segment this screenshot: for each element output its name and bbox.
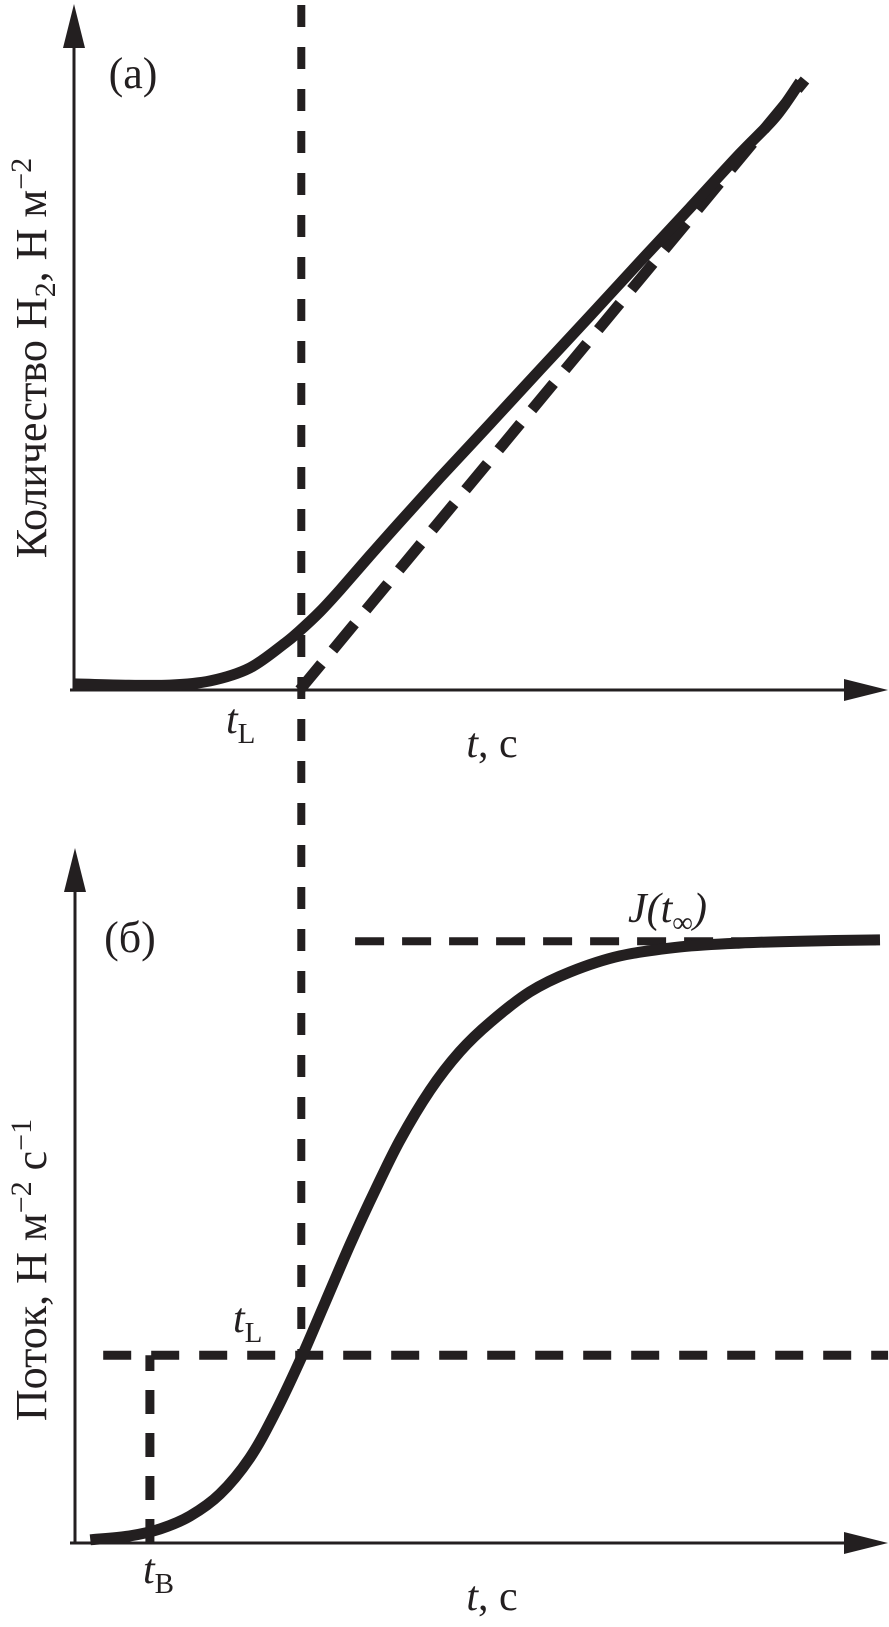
panel-a-tag: (а): [109, 49, 158, 98]
panel-a-x-axis-label: t, с: [466, 721, 517, 767]
panel-a-asymptote-dashed: [295, 76, 810, 694]
panel-a-y-axis-arrow: [63, 4, 85, 48]
panel-b-x-axis-label: t, с: [466, 1574, 517, 1620]
panel-a-y-axis-label: Количество H2, Н м−2: [5, 158, 62, 558]
panel-b: (б) Поток, Н м−2 с−1 t, с J(t∞) tL tB: [5, 848, 889, 1620]
panel-b-x-axis-arrow: [844, 1532, 888, 1554]
panel-b-tl-label: tL: [233, 1296, 262, 1349]
panel-b-jinf-label: J(t∞): [628, 886, 707, 939]
panel-a-amount-curve: [73, 78, 805, 691]
panel-a: (а) Количество H2, Н м−2 t, с tL: [5, 4, 888, 767]
panel-b-y-axis-arrow: [64, 848, 86, 892]
panel-a-tl-label: tL: [226, 697, 255, 750]
panel-a-x-axis-arrow: [844, 679, 888, 701]
panel-b-tag: (б): [104, 913, 156, 962]
panel-b-tb-label: tB: [143, 1547, 174, 1600]
panel-b-y-axis-label: Поток, Н м−2 с−1: [5, 1119, 56, 1421]
panel-b-flux-curve: [89, 934, 881, 1546]
